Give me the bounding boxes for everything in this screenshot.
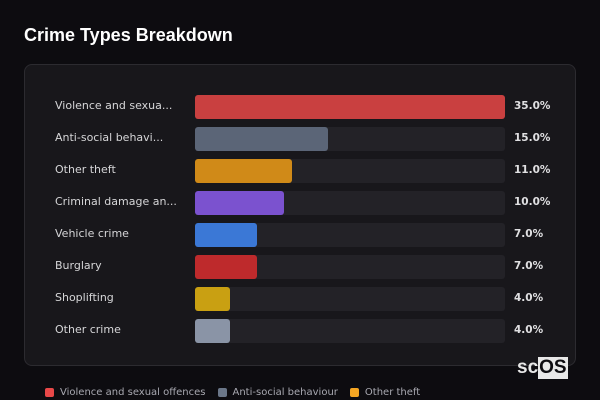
value-label: 4.0% <box>514 324 544 336</box>
legend-item: Violence and sexual offences <box>45 387 206 398</box>
bar-track <box>195 255 505 279</box>
value-label: 15.0% <box>514 132 551 144</box>
legend-label: Violence and sexual offences <box>60 387 206 398</box>
category-label: Vehicle crime <box>55 227 129 240</box>
bar-row: Other theft 11.0% <box>25 159 575 183</box>
category-label: Burglary <box>55 259 102 272</box>
bar-row: Violence and sexua... 35.0% <box>25 95 575 119</box>
bar-row: Shoplifting 4.0% <box>25 287 575 311</box>
bar <box>195 223 257 247</box>
category-label: Criminal damage an... <box>55 195 177 208</box>
category-label: Violence and sexua... <box>55 99 173 112</box>
bar <box>195 191 284 215</box>
bar-track <box>195 223 505 247</box>
legend-swatch <box>217 388 227 397</box>
bar <box>195 287 231 311</box>
category-label: Other crime <box>55 323 121 336</box>
chart-title: Crime Types Breakdown <box>24 25 233 45</box>
category-label: Shoplifting <box>55 291 114 304</box>
bar-track <box>195 191 505 215</box>
legend-label: Anti-social behaviour <box>232 387 338 398</box>
bar <box>195 159 293 183</box>
legend-swatch <box>45 388 54 397</box>
legend: Violence and sexual offences Anti-social … <box>45 387 420 398</box>
value-label: 7.0% <box>514 260 544 272</box>
value-label: 35.0% <box>514 100 551 112</box>
bar-track <box>195 287 505 311</box>
bar-track <box>195 319 505 343</box>
chart-card: Violence and sexua... 35.0% Anti-social be… <box>24 64 576 366</box>
bar-track <box>195 159 505 183</box>
bar-row: Anti-social behavi... 15.0% <box>25 127 575 151</box>
bar <box>195 95 505 119</box>
bar-track <box>195 95 505 119</box>
legend-label: Other theft <box>364 387 421 398</box>
value-label: 11.0% <box>514 164 551 176</box>
scos-logo: sc OS <box>517 357 568 379</box>
bar-row: Vehicle crime 7.0% <box>25 223 575 247</box>
bar-row: Burglary 7.0% <box>25 255 575 279</box>
bar <box>195 127 328 151</box>
legend-item: Other theft <box>349 387 421 398</box>
category-label: Anti-social behavi... <box>55 131 164 144</box>
bar-row: Criminal damage an... 10.0% <box>25 191 575 215</box>
legend-swatch <box>349 388 359 397</box>
legend-item: Anti-social behaviour <box>217 387 338 398</box>
category-label: Other theft <box>55 163 116 176</box>
bar <box>195 255 257 279</box>
bar <box>195 319 231 343</box>
value-label: 10.0% <box>514 196 551 208</box>
bar-row: Other crime 4.0% <box>25 319 575 343</box>
value-label: 4.0% <box>514 292 544 304</box>
bar-track <box>195 127 505 151</box>
value-label: 7.0% <box>514 228 544 240</box>
